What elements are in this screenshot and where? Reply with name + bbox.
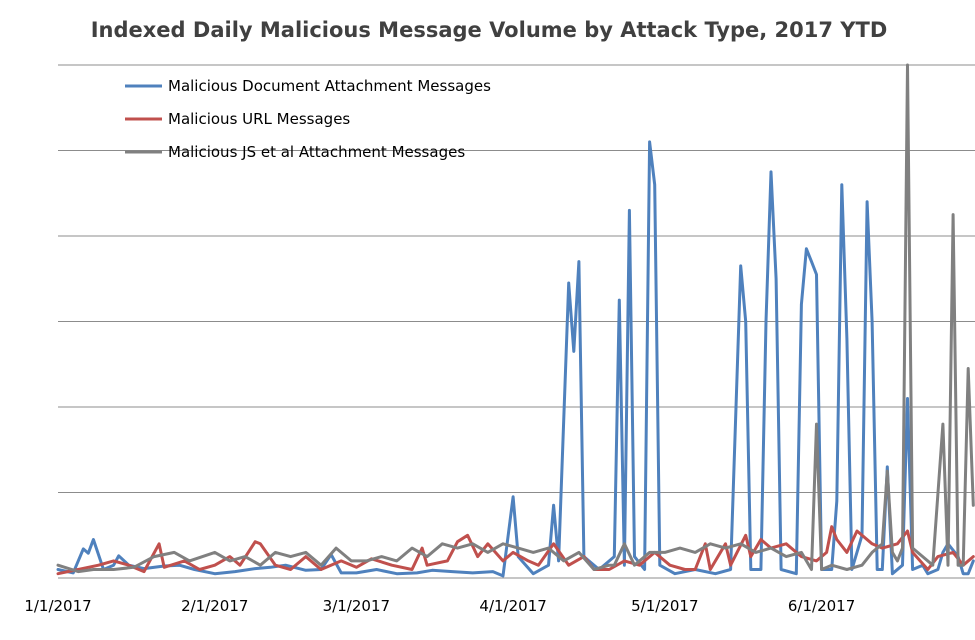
series-line-1 xyxy=(56,140,975,578)
chart-title: Indexed Daily Malicious Message Volume b… xyxy=(91,18,888,42)
legend-label: Malicious Document Attachment Messages xyxy=(168,77,491,95)
gridlines xyxy=(58,64,975,579)
x-tick-label: 6/1/2017 xyxy=(788,597,855,615)
x-tick-label: 2/1/2017 xyxy=(181,597,248,615)
x-axis-tick-labels: 1/1/2017 2/1/2017 3/1/2017 4/1/2017 5/1/2017… xyxy=(24,597,855,615)
x-tick-label: 5/1/2017 xyxy=(631,597,698,615)
series-line-3 xyxy=(56,63,975,574)
x-tick-label: 1/1/2017 xyxy=(24,597,91,615)
x-tick-label: 4/1/2017 xyxy=(479,597,546,615)
legend-label: Malicious URL Messages xyxy=(168,110,350,128)
series-lines xyxy=(56,63,975,578)
legend: Malicious Document Attachment Messages Ma… xyxy=(125,77,491,161)
legend-label: Malicious JS et al Attachment Messages xyxy=(168,143,465,161)
series-line-2 xyxy=(56,525,975,576)
x-tick-label: 3/1/2017 xyxy=(323,597,390,615)
